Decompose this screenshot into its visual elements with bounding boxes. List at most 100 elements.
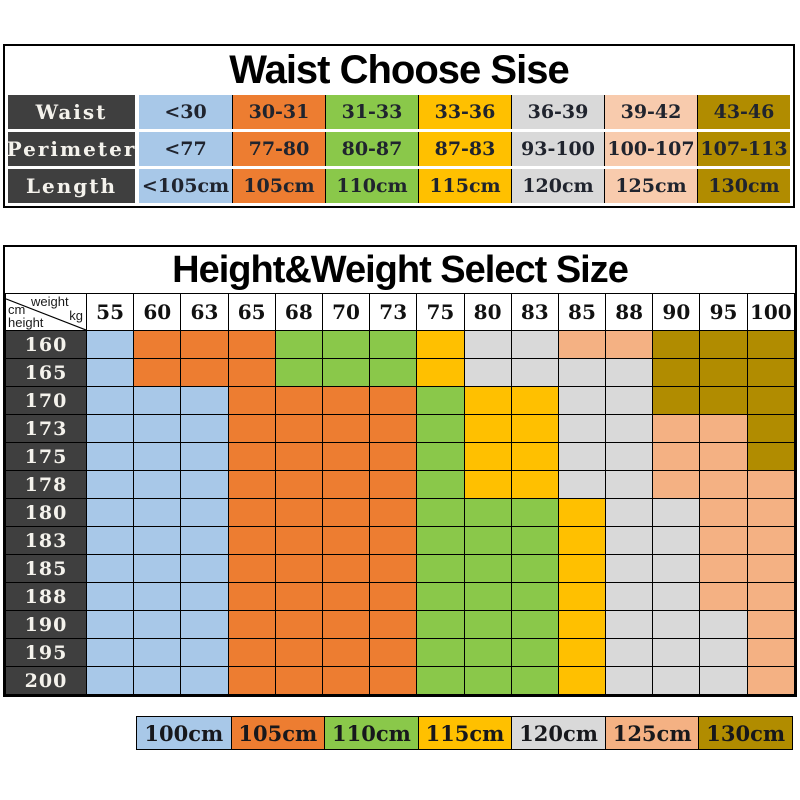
- size-cell-yellow: [557, 526, 607, 555]
- size-cell-gray: [557, 358, 607, 387]
- size-cell-peach: [746, 666, 796, 695]
- weight-col-header: 70: [321, 293, 371, 331]
- size-cell-green: [274, 358, 323, 387]
- size-cell-gray: [652, 610, 701, 639]
- waist-value-cell: 105cm: [232, 169, 325, 203]
- size-cell-green: [510, 526, 559, 555]
- weight-col-header: 63: [180, 293, 229, 331]
- matrix-row: 188: [5, 582, 796, 611]
- weight-col-header: 60: [133, 293, 182, 331]
- size-cell-blue: [133, 498, 182, 527]
- size-cell-orange: [274, 638, 323, 667]
- size-cell-green: [416, 442, 465, 471]
- size-cell-yellow: [510, 414, 559, 443]
- size-cell-yellow: [510, 386, 559, 415]
- size-cell-green: [510, 582, 559, 611]
- size-cell-gold: [746, 358, 796, 387]
- waist-value-cell: 107-113: [697, 132, 790, 166]
- waist-value-cell: 130cm: [697, 169, 790, 203]
- size-cell-gray: [463, 358, 512, 387]
- size-cell-gray: [652, 638, 701, 667]
- size-cell-orange: [133, 330, 182, 359]
- waist-value-cell: 93-100: [511, 132, 604, 166]
- height-row-header: 178: [5, 470, 87, 499]
- matrix-row: 170: [5, 386, 796, 415]
- size-cell-orange: [369, 470, 418, 499]
- size-cell-gray: [652, 554, 701, 583]
- waist-row-label: Perimeter: [7, 132, 139, 166]
- matrix-row: 180: [5, 498, 796, 527]
- waist-row-label: Waist: [8, 95, 139, 129]
- size-cell-green: [416, 386, 465, 415]
- size-cell-blue: [133, 582, 182, 611]
- weight-col-header: 65: [227, 293, 276, 331]
- size-cell-gray: [463, 330, 512, 359]
- size-cell-orange: [321, 610, 371, 639]
- size-color-legend: 100cm 105cm 110cm 115cm 120cm 125cm 130cm: [136, 716, 793, 750]
- size-cell-blue: [85, 470, 135, 499]
- size-cell-blue: [133, 470, 182, 499]
- height-row-header: 185: [5, 554, 87, 583]
- weight-col-header: 73: [369, 293, 418, 331]
- height-row-header: 195: [5, 638, 87, 667]
- size-cell-gold: [746, 330, 796, 359]
- size-cell-orange: [321, 554, 371, 583]
- size-cell-gray: [699, 666, 748, 695]
- size-cell-yellow: [557, 554, 607, 583]
- height-row-header: 175: [5, 442, 87, 471]
- size-cell-orange: [227, 470, 276, 499]
- size-cell-peach: [699, 554, 748, 583]
- size-cell-gray: [605, 414, 654, 443]
- size-cell-peach: [699, 470, 748, 499]
- size-cell-orange: [369, 554, 418, 583]
- size-cell-peach: [557, 330, 607, 359]
- matrix-row: 183: [5, 526, 796, 555]
- size-cell-blue: [85, 526, 135, 555]
- height-row-header: 165: [5, 358, 87, 387]
- size-cell-orange: [227, 386, 276, 415]
- size-cell-green: [416, 582, 465, 611]
- size-cell-blue: [85, 666, 135, 695]
- size-cell-orange: [227, 666, 276, 695]
- size-cell-yellow: [510, 470, 559, 499]
- matrix-row: 173: [5, 414, 796, 443]
- size-cell-peach: [652, 414, 701, 443]
- size-cell-green: [463, 582, 512, 611]
- size-cell-green: [369, 358, 418, 387]
- size-cell-blue: [85, 554, 135, 583]
- matrix-row: 165: [5, 358, 796, 387]
- size-cell-peach: [746, 582, 796, 611]
- size-cell-gold: [699, 358, 748, 387]
- size-cell-green: [510, 610, 559, 639]
- waist-value-cell: 100-107: [604, 132, 697, 166]
- size-cell-yellow: [463, 386, 512, 415]
- size-cell-orange: [321, 582, 371, 611]
- legend-item: 115cm: [417, 717, 512, 749]
- size-cell-blue: [180, 414, 229, 443]
- height-unit-label: cm: [8, 302, 26, 317]
- size-cell-blue: [180, 610, 229, 639]
- size-cell-peach: [746, 526, 796, 555]
- waist-value-cell: <77: [139, 132, 232, 166]
- size-cell-gold: [699, 330, 748, 359]
- weight-unit-label: kg: [69, 308, 83, 323]
- size-cell-peach: [746, 498, 796, 527]
- size-cell-gray: [605, 358, 654, 387]
- size-cell-orange: [274, 498, 323, 527]
- size-cell-peach: [699, 498, 748, 527]
- waist-value-cell: 110cm: [325, 169, 418, 203]
- matrix-row: 175: [5, 442, 796, 471]
- size-cell-peach: [746, 610, 796, 639]
- size-cell-orange: [321, 470, 371, 499]
- size-cell-orange: [369, 414, 418, 443]
- size-cell-peach: [699, 414, 748, 443]
- size-cell-blue: [85, 610, 135, 639]
- size-cell-orange: [274, 470, 323, 499]
- size-cell-peach: [699, 582, 748, 611]
- size-cell-green: [416, 414, 465, 443]
- matrix-row: 160: [5, 330, 796, 359]
- size-cell-gray: [605, 442, 654, 471]
- waist-value-cell: 77-80: [232, 132, 325, 166]
- size-cell-blue: [133, 610, 182, 639]
- matrix-row: 195: [5, 638, 796, 667]
